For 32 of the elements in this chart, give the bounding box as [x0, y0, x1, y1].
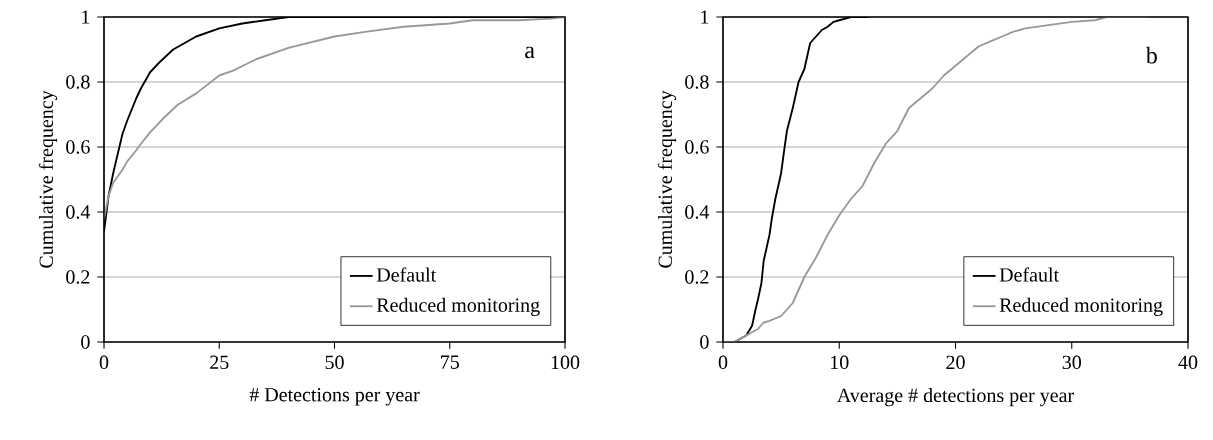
x-axis-title: # Detections per year	[249, 388, 420, 406]
x-tick-label: 20	[946, 355, 965, 370]
y-tick-label: 1	[701, 10, 709, 24]
x-tick-label: 75	[441, 355, 459, 369]
x-tick-label: 10	[831, 355, 849, 370]
y-tick-label: 1	[82, 10, 90, 24]
x-axis-title: Average # detections per year	[837, 388, 1074, 407]
y-tick-label: 0.2	[685, 270, 709, 284]
legend-label: Default	[999, 267, 1059, 282]
x-tick-label: 50	[325, 355, 344, 370]
y-axis-title: Cumulative frequency	[657, 90, 677, 268]
y-tick-label: 0.8	[685, 75, 709, 89]
x-tick-label: 40	[1178, 355, 1198, 370]
y-tick-label: 0.8	[66, 75, 90, 89]
annotation: b	[1145, 46, 1157, 64]
y-tick-label: 0.4	[685, 205, 710, 219]
x-tick-label: 0	[99, 355, 109, 370]
y-tick-label: 0	[81, 335, 90, 349]
y-tick-label: 0	[700, 335, 709, 349]
legend-label: Default	[376, 267, 437, 282]
x-tick-label: 0	[718, 355, 728, 370]
y-tick-label: 0.2	[66, 270, 90, 284]
legend-label: Reduced monitoring	[999, 297, 1163, 316]
y-tick-label: 0.6	[66, 140, 90, 154]
x-tick-label: 100	[551, 355, 580, 370]
x-tick-label: 25	[210, 355, 229, 370]
y-axis-title: Cumulative frequency	[38, 90, 58, 268]
x-tick-label: 30	[1062, 355, 1081, 370]
y-tick-label: 0.4	[66, 205, 91, 219]
annotation: a	[525, 46, 535, 59]
y-tick-label: 0.6	[685, 140, 709, 154]
legend-label: Reduced monitoring	[376, 297, 540, 316]
